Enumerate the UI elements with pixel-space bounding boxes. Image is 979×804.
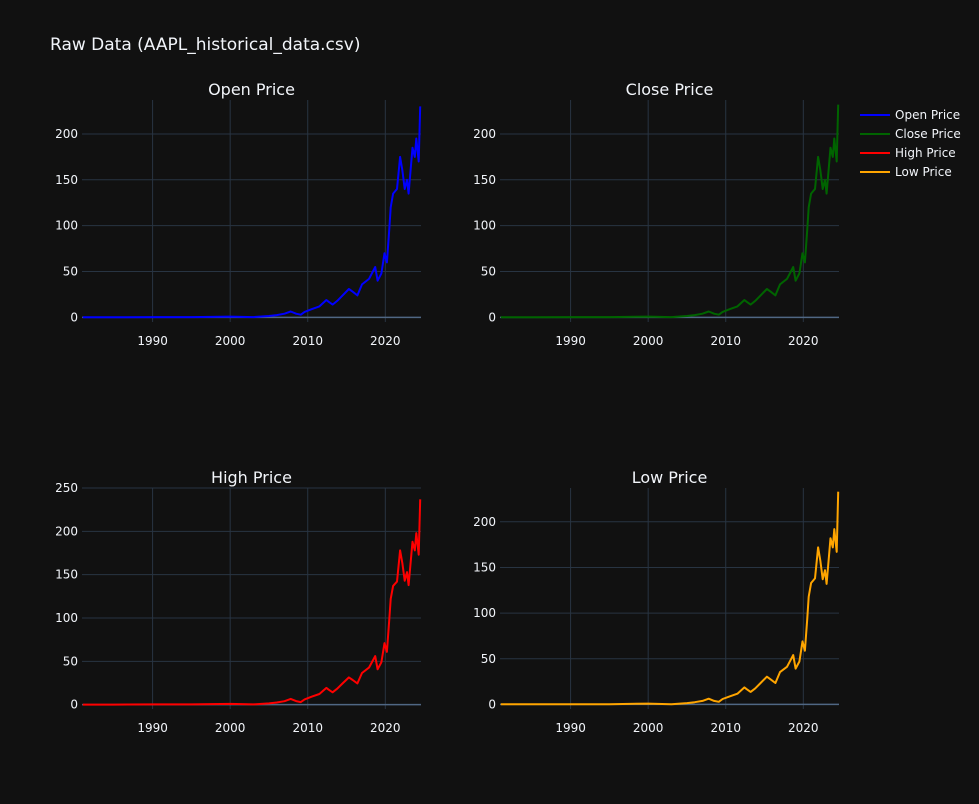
legend-item[interactable]: Low Price	[860, 165, 952, 179]
x-tick-label: 2020	[788, 721, 819, 735]
subplot-open-price: Open Price 1990 2000 2010 2020 0 50 100 150 200	[55, 80, 422, 348]
legend: Open Price Close Price High Price Low Price	[860, 108, 961, 179]
y-tick-label: 200	[473, 127, 496, 141]
series-line-high-price	[82, 499, 422, 706]
x-tick-label: 2000	[215, 721, 246, 735]
y-tick-label: 150	[55, 173, 78, 187]
figure-title: Raw Data (AAPL_historical_data.csv)	[50, 35, 360, 55]
series-line-close-price	[500, 104, 840, 319]
x-tick-label: 2000	[633, 721, 664, 735]
x-tick-label: 1990	[137, 721, 168, 735]
x-tick-label: 1990	[137, 334, 168, 348]
x-tick-label: 2020	[788, 334, 819, 348]
x-tick-label: 2020	[370, 334, 401, 348]
x-tick-label: 2010	[292, 334, 323, 348]
y-tick-label: 100	[55, 219, 78, 233]
legend-label: High Price	[895, 146, 956, 160]
legend-item[interactable]: High Price	[860, 146, 956, 160]
x-tick-label: 2010	[710, 334, 741, 348]
series-line-open-price	[82, 106, 422, 319]
x-tick-label: 2010	[292, 721, 323, 735]
legend-label: Low Price	[895, 165, 952, 179]
subplot-low-price: Low Price 1990 2000 2010 2020 0 50 100 150 200	[473, 468, 840, 735]
y-tick-label: 150	[473, 173, 496, 187]
x-tick-label: 2010	[710, 721, 741, 735]
y-tick-label: 200	[55, 127, 78, 141]
legend-item[interactable]: Close Price	[860, 127, 961, 141]
y-tick-label: 50	[63, 654, 78, 668]
y-tick-label: 0	[488, 310, 496, 324]
subplot-close-price: Close Price 1990 2000 2010 2020 0 50 100 150 200	[473, 80, 840, 348]
y-tick-label: 50	[481, 265, 496, 279]
y-tick-label: 100	[55, 611, 78, 625]
subplot-high-price: High Price 1990 2000 2010 2020 0 50 100 150 200 25…	[55, 468, 422, 735]
y-tick-label: 50	[63, 265, 78, 279]
subplot-title: High Price	[211, 468, 292, 487]
y-tick-label: 150	[55, 568, 78, 582]
y-tick-label: 200	[55, 524, 78, 538]
legend-label: Close Price	[895, 127, 961, 141]
y-tick-label: 100	[473, 219, 496, 233]
x-tick-label: 2000	[633, 334, 664, 348]
subplot-title: Low Price	[632, 468, 708, 487]
y-tick-label: 50	[481, 652, 496, 666]
legend-label: Open Price	[895, 108, 960, 122]
x-tick-label: 1990	[555, 334, 586, 348]
legend-item[interactable]: Open Price	[860, 108, 960, 122]
y-tick-label: 0	[70, 698, 78, 712]
series-line-low-price	[500, 491, 840, 706]
x-tick-label: 1990	[555, 721, 586, 735]
y-tick-label: 200	[473, 515, 496, 529]
y-tick-label: 250	[55, 481, 78, 495]
subplot-title: Open Price	[208, 80, 295, 99]
y-tick-label: 150	[473, 560, 496, 574]
x-tick-label: 2020	[370, 721, 401, 735]
y-tick-label: 100	[473, 606, 496, 620]
subplot-title: Close Price	[626, 80, 714, 99]
x-tick-label: 2000	[215, 334, 246, 348]
y-tick-label: 0	[488, 697, 496, 711]
y-tick-label: 0	[70, 310, 78, 324]
